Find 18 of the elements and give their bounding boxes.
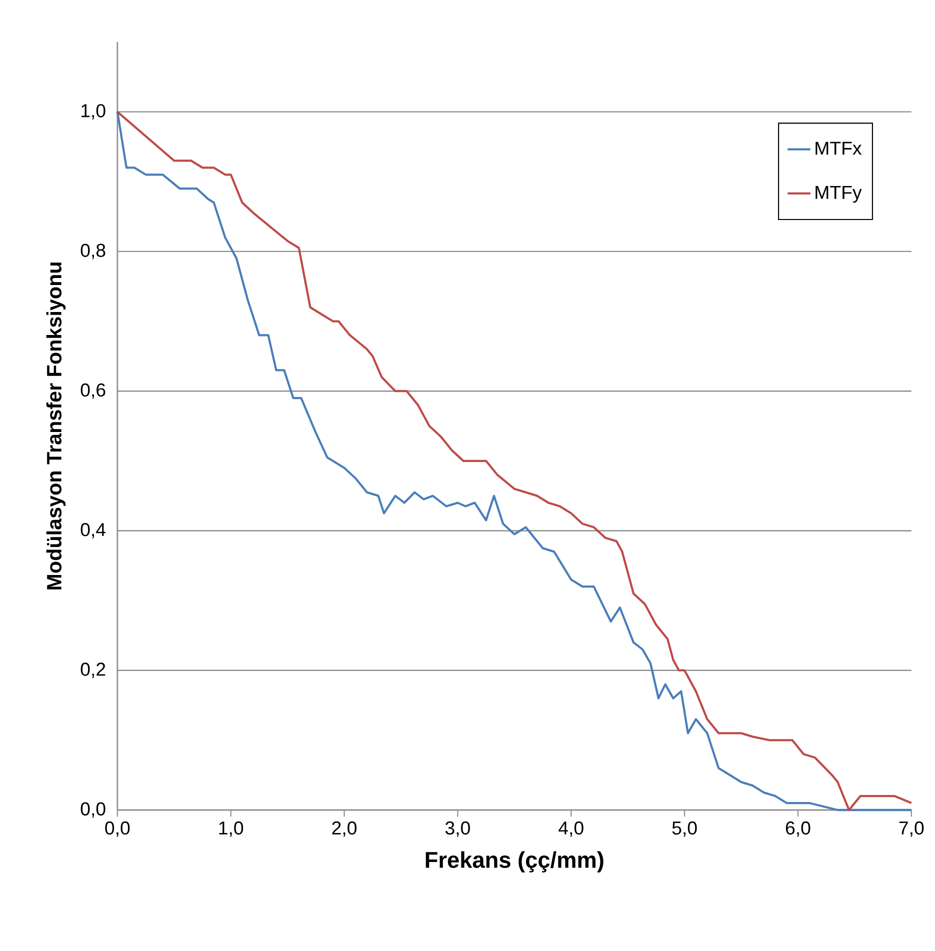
y-tick-label: 0,2 <box>80 662 105 678</box>
y-axis-title: Modülasyon Transfer Fonksiyonu <box>46 262 66 590</box>
x-tick-label: 6,0 <box>786 821 810 837</box>
x-axis-title: Frekans (çç/mm) <box>426 851 604 872</box>
legend-label: MTFx <box>815 142 862 155</box>
y-tick-label: 0,8 <box>80 244 106 260</box>
x-tick-label: 7,0 <box>899 821 924 837</box>
y-tick-label: 0,4 <box>80 523 106 538</box>
legend-label: MTFy <box>815 186 862 203</box>
x-tick-label: 4,0 <box>558 821 584 837</box>
y-tick-label: 1,0 <box>81 104 106 120</box>
y-tick-label: 0,6 <box>80 383 106 399</box>
x-tick-label: 5,0 <box>672 821 697 837</box>
x-tick-label: 1,0 <box>219 821 243 837</box>
x-tick-label: 3,0 <box>445 821 470 837</box>
x-tick-label: 2,0 <box>332 821 356 837</box>
y-tick-label: 0,0 <box>80 802 106 818</box>
x-tick-label: 0,0 <box>104 821 130 837</box>
